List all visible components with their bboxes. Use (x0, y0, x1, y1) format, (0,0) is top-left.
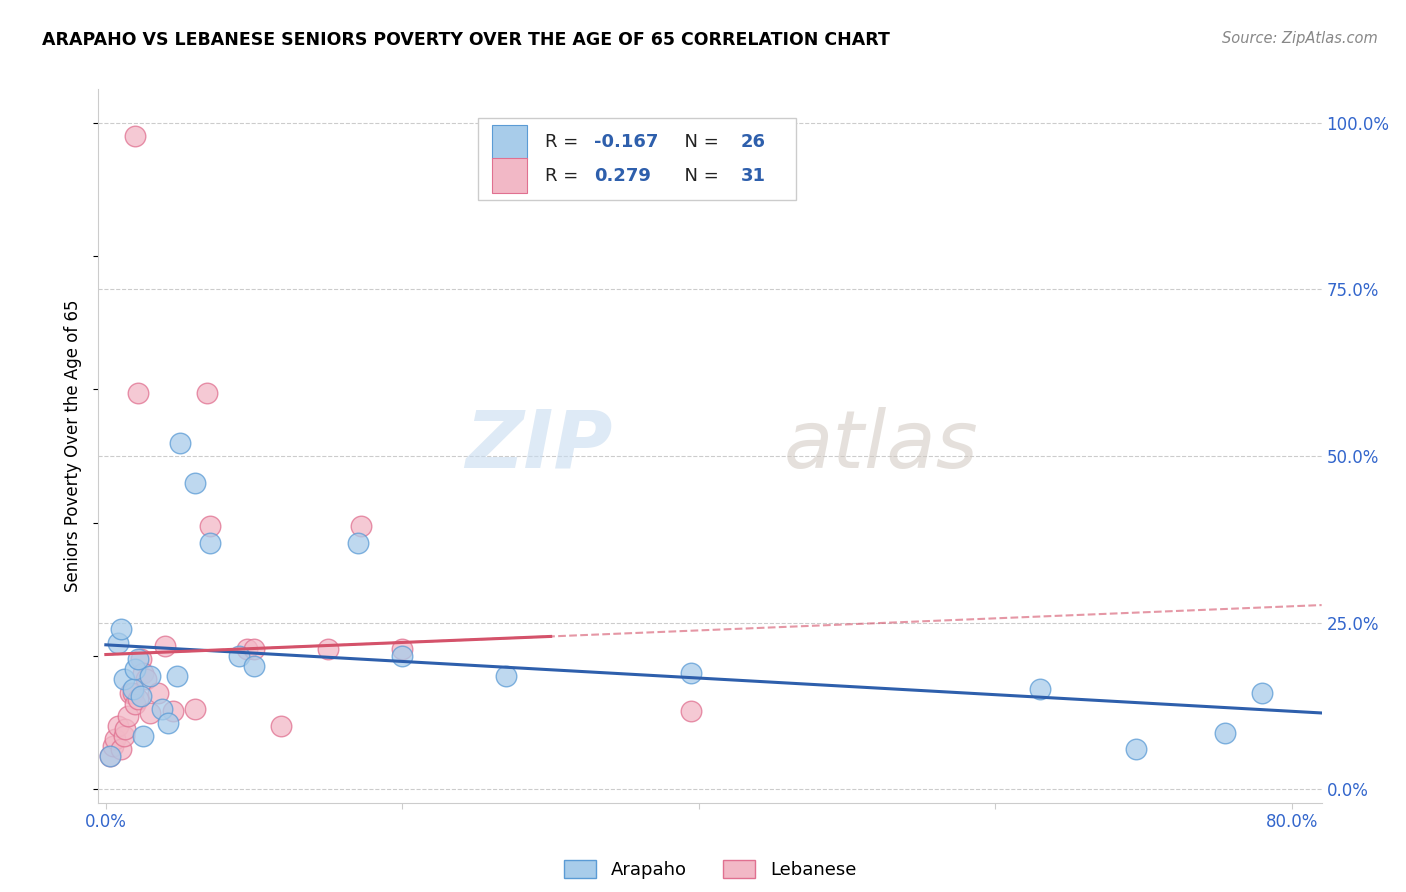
FancyBboxPatch shape (492, 125, 527, 159)
Point (131, 689, 153, 703)
Point (350, 519, 373, 533)
Point (243, 659, 266, 673)
Point (184, 475, 207, 490)
Point (110, 742, 132, 756)
Point (104, 732, 127, 747)
Text: Source: ZipAtlas.com: Source: ZipAtlas.com (1222, 31, 1378, 46)
Point (195, 385, 218, 400)
Point (316, 642, 339, 657)
Point (107, 636, 129, 650)
Point (157, 715, 180, 730)
Point (124, 662, 146, 676)
Legend: Arapaho, Lebanese: Arapaho, Lebanese (557, 853, 863, 887)
Point (121, 682, 143, 697)
Text: ZIP: ZIP (465, 407, 612, 485)
Y-axis label: Seniors Poverty Over the Age of 65: Seniors Poverty Over the Age of 65 (65, 300, 83, 592)
Text: atlas: atlas (783, 407, 979, 485)
Point (118, 686, 141, 700)
Text: 26: 26 (741, 133, 766, 151)
Point (391, 642, 413, 657)
Point (110, 623, 132, 637)
Point (150, 702, 173, 716)
Point (270, 719, 292, 733)
Point (243, 642, 266, 657)
Point (112, 673, 135, 687)
Text: N =: N = (673, 167, 725, 185)
Point (127, 652, 149, 666)
Point (347, 535, 370, 549)
Point (114, 723, 136, 737)
Point (198, 519, 221, 533)
Point (681, 704, 703, 718)
Point (107, 719, 129, 733)
Point (132, 665, 155, 680)
Text: 0.279: 0.279 (593, 167, 651, 185)
Point (132, 729, 155, 743)
Point (228, 649, 250, 664)
Point (146, 686, 169, 700)
Point (131, 652, 153, 666)
Point (153, 639, 176, 653)
Point (198, 535, 221, 549)
Point (1213, 725, 1236, 739)
Point (391, 649, 413, 664)
Point (235, 642, 257, 657)
Point (127, 692, 149, 706)
Point (103, 739, 125, 753)
Text: N =: N = (673, 133, 725, 151)
Point (1029, 682, 1052, 697)
FancyBboxPatch shape (492, 159, 527, 193)
Point (1251, 686, 1274, 700)
Text: ARAPAHO VS LEBANESE SENIORS POVERTY OVER THE AGE OF 65 CORRELATION CHART: ARAPAHO VS LEBANESE SENIORS POVERTY OVER… (42, 31, 890, 49)
Point (127, 385, 149, 400)
Text: R =: R = (546, 167, 589, 185)
Text: 31: 31 (741, 167, 766, 185)
Point (1125, 742, 1147, 756)
FancyBboxPatch shape (478, 118, 796, 200)
Point (121, 686, 143, 700)
Point (139, 669, 162, 683)
Point (166, 669, 188, 683)
Point (681, 665, 703, 680)
Point (162, 704, 184, 718)
Point (98, 749, 121, 764)
Point (124, 128, 146, 143)
Point (117, 709, 139, 723)
Point (98, 749, 121, 764)
Point (169, 435, 191, 450)
Point (112, 729, 135, 743)
Text: -0.167: -0.167 (593, 133, 658, 151)
Text: R =: R = (546, 133, 583, 151)
Point (124, 697, 146, 711)
Point (184, 702, 207, 716)
Point (135, 673, 157, 687)
Point (139, 706, 162, 720)
Point (495, 669, 517, 683)
